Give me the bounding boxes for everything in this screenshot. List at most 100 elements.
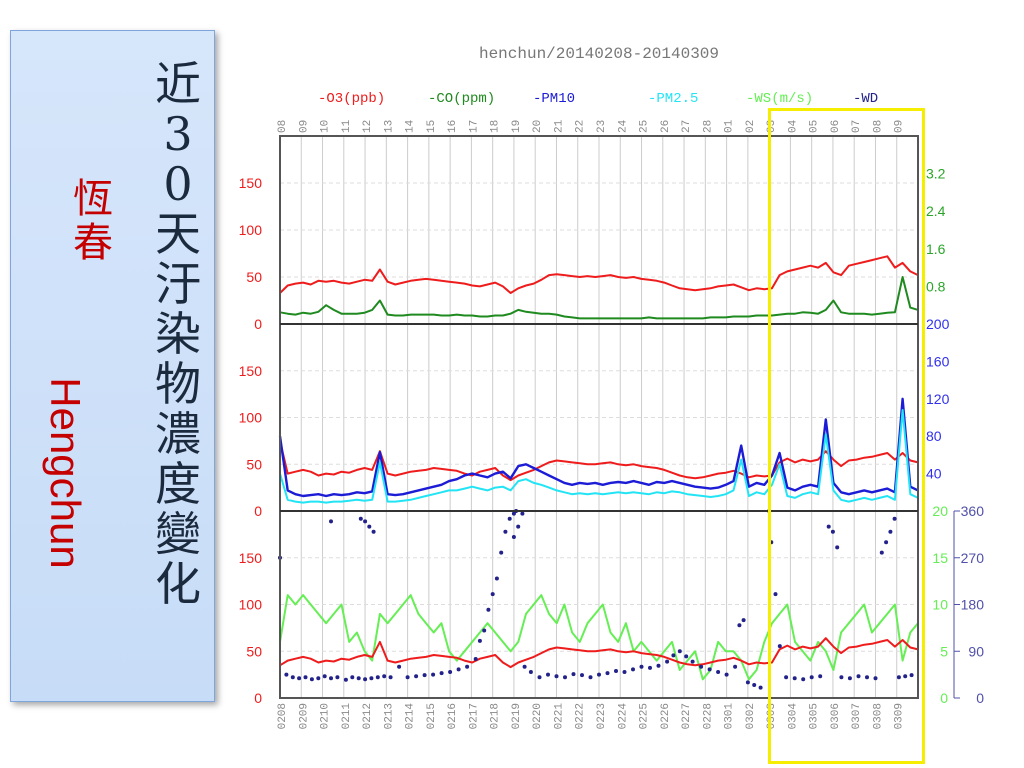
- station-name-english: Hengchun: [42, 377, 89, 569]
- x-tick-top: 10: [320, 120, 332, 133]
- wd-point: [329, 519, 333, 524]
- wd-point: [580, 673, 584, 678]
- y-tick-right: 80: [926, 428, 942, 444]
- wd-point: [486, 607, 491, 612]
- y-tick-ws: 5: [940, 643, 948, 659]
- x-tick-top: 11: [341, 119, 353, 133]
- x-tick-top: 13: [383, 120, 395, 133]
- x-tick-bottom: 0211: [341, 703, 353, 730]
- wd-point: [375, 675, 380, 680]
- wd-point: [639, 664, 644, 669]
- y-tick-right: 2.4: [926, 203, 946, 219]
- wd-point: [677, 649, 682, 654]
- y-tick-wd: 270: [961, 550, 985, 566]
- x-tick-top: 02: [745, 120, 757, 133]
- wd-point: [309, 677, 314, 682]
- y-tick-left: 50: [246, 643, 262, 659]
- series-co: [279, 276, 919, 320]
- x-tick-bottom: 0301: [724, 703, 736, 730]
- x-tick-top: 15: [426, 120, 438, 133]
- wd-point: [473, 657, 478, 661]
- wd-point: [839, 675, 844, 680]
- series-o3: [279, 637, 919, 669]
- highlight-box: [768, 108, 925, 764]
- wd-point: [631, 667, 635, 672]
- wd-point: [684, 654, 689, 659]
- plot-frame: [279, 135, 919, 699]
- wd-point: [671, 653, 676, 658]
- x-tick-top: 08: [872, 120, 884, 133]
- wd-point: [847, 676, 852, 681]
- wd-point: [656, 663, 661, 668]
- wd-point: [896, 675, 901, 680]
- x-tick-bottom: 0208: [277, 703, 289, 729]
- wd-point: [707, 667, 712, 672]
- x-tick-bottom: 0218: [490, 703, 502, 729]
- wd-point: [422, 673, 427, 678]
- wd-point: [865, 675, 869, 680]
- wd-point: [367, 524, 372, 529]
- wd-point: [297, 676, 302, 681]
- wd-point: [322, 674, 327, 679]
- wd-point: [316, 676, 321, 681]
- wd-point: [490, 592, 495, 597]
- wd-point: [856, 674, 861, 679]
- wd-point: [388, 675, 393, 680]
- legend-item: -PM10: [533, 91, 575, 107]
- y-tick-ws: 15: [932, 550, 948, 566]
- station-char: 春: [73, 220, 113, 266]
- x-tick-bottom: 0227: [681, 703, 693, 729]
- wd-point: [571, 672, 576, 677]
- x-tick-bottom: 0228: [702, 703, 714, 729]
- wd-point: [745, 680, 750, 685]
- x-tick-bottom: 0213: [383, 703, 395, 729]
- title-char: 變: [155, 507, 201, 561]
- wd-point: [784, 675, 789, 680]
- wd-point: [724, 672, 729, 677]
- y-tick-left: 150: [239, 175, 263, 191]
- x-tick-bottom: 0302: [745, 703, 757, 729]
- y-tick-ws: 10: [932, 597, 948, 613]
- wd-point: [699, 664, 704, 669]
- legend-item: -O3(ppb): [318, 91, 385, 107]
- wd-point: [499, 550, 504, 555]
- title-char: 汙: [155, 257, 201, 311]
- wd-point: [303, 675, 308, 680]
- wd-point: [465, 664, 470, 669]
- chart-title: henchun/20140208-20140309: [479, 45, 719, 63]
- y-tick-ws: 20: [932, 503, 948, 519]
- y-tick-wd: 360: [961, 503, 985, 519]
- y-tick-right: 3.2: [926, 166, 946, 182]
- wd-point: [511, 535, 516, 539]
- x-tick-bottom: 0220: [532, 703, 544, 729]
- wd-point: [448, 670, 453, 674]
- wd-point: [884, 540, 889, 545]
- wd-point: [528, 670, 533, 674]
- y-tick-left: 0: [254, 690, 262, 706]
- y-tick-wd: 90: [968, 643, 984, 659]
- station-name-chinese: 恆春: [65, 179, 121, 267]
- wd-point: [622, 670, 627, 674]
- wd-point: [516, 524, 521, 529]
- x-tick-bottom: 0219: [511, 703, 523, 729]
- series-pm10: [278, 397, 919, 498]
- x-tick-top: 28: [702, 120, 714, 133]
- x-tick-bottom: 0215: [426, 703, 438, 729]
- title-char: 染: [155, 307, 201, 361]
- title-char: 近: [155, 57, 201, 111]
- x-tick-top: 26: [660, 120, 672, 133]
- wd-point: [405, 675, 410, 680]
- wd-point: [329, 676, 333, 681]
- y-tick-ws: 0: [940, 690, 948, 706]
- wd-point: [614, 669, 618, 673]
- wd-point: [903, 674, 908, 679]
- pollution-chart: henchun/20140208-20140309 -O3(ppb) -CO(ppm…: [239, 45, 985, 730]
- x-tick-bottom: 0217: [468, 703, 480, 729]
- wd-point: [350, 675, 355, 680]
- series-pm25: [279, 409, 919, 504]
- x-tick-top: 07: [851, 120, 863, 133]
- wd-point: [716, 670, 721, 674]
- wd-point: [554, 674, 559, 679]
- title-char: 3: [163, 107, 193, 161]
